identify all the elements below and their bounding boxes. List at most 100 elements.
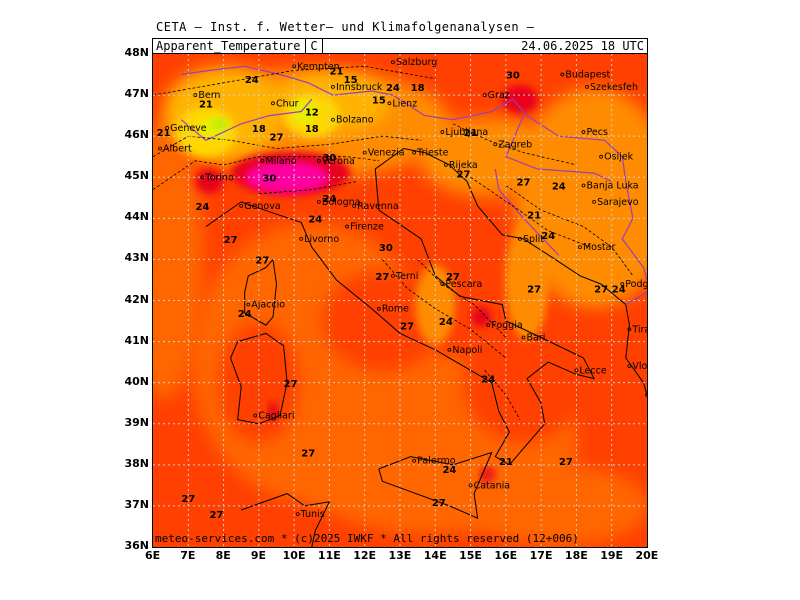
- city-marker: [253, 413, 258, 418]
- city-marker: [387, 101, 392, 106]
- city-marker: [482, 93, 487, 97]
- contour-value-label: 21: [199, 99, 213, 110]
- contour-value-label: 27: [375, 272, 389, 283]
- city-label: Bern: [198, 90, 220, 101]
- lat-label: 40N: [124, 374, 149, 388]
- city-marker: [518, 236, 522, 241]
- city-marker: [578, 245, 582, 249]
- city-marker: [193, 93, 198, 97]
- lon-label: 13E: [388, 549, 412, 562]
- contour-value-label: 24: [481, 375, 495, 386]
- city-label: Ljubljana: [445, 127, 488, 138]
- city-label: Albert: [163, 143, 192, 154]
- city-marker: [645, 393, 647, 397]
- lat-label: 43N: [124, 251, 149, 265]
- city-marker: [440, 282, 445, 286]
- city-marker: [581, 183, 586, 188]
- city-label: Lienz: [392, 98, 417, 109]
- city-label: Salzburg: [396, 57, 437, 68]
- city-label: Catania: [474, 480, 510, 491]
- city-marker: [165, 126, 170, 130]
- city-label: Graz: [488, 90, 510, 101]
- lat-label: 39N: [124, 415, 149, 429]
- coastline: [230, 332, 288, 425]
- city-label: Tunis: [300, 509, 325, 520]
- city-label: Bolzano: [336, 115, 374, 126]
- city-marker: [345, 224, 349, 229]
- city-label: Cagliari: [258, 411, 294, 422]
- coastline: [244, 259, 278, 326]
- country-border: [505, 115, 612, 182]
- variable-label: Apparent_Temperature: [156, 39, 301, 53]
- contour-value-label: 27: [400, 321, 414, 332]
- city-marker: [627, 364, 632, 369]
- lon-label: 7E: [180, 549, 196, 562]
- city-label: Tirana: [631, 324, 647, 335]
- city-marker: [299, 236, 304, 241]
- city-label: Innsbruck: [336, 82, 383, 93]
- city-label: Foggia: [491, 320, 522, 331]
- city-label: Sarajevo: [597, 197, 639, 208]
- city-marker: [560, 72, 565, 77]
- city-label: Rijeka: [449, 160, 478, 171]
- chart-title: CETA — Inst. f. Wetter— und Klimafolgena…: [156, 20, 535, 34]
- city-label: Chur: [276, 98, 299, 109]
- city-marker: [620, 282, 625, 286]
- city-label: Terni: [395, 271, 418, 282]
- city-label: Bari: [527, 332, 546, 343]
- coastline: [241, 493, 331, 547]
- city-marker: [352, 204, 357, 208]
- lon-label: 12E: [353, 549, 377, 562]
- contour-value-label: 24: [552, 182, 566, 193]
- contour-value-label: 27: [301, 449, 315, 460]
- contour-value-label: 27: [284, 379, 298, 390]
- city-marker: [412, 150, 417, 155]
- contour-value-label: 21: [157, 128, 171, 139]
- contour-value-label: 30: [379, 243, 393, 254]
- temperature-area: [471, 306, 492, 327]
- coastline: [378, 451, 493, 520]
- contour-value-label: 24: [195, 202, 209, 213]
- contour-value-label: 27: [432, 498, 446, 509]
- contour-value-label: 27: [224, 235, 238, 246]
- lon-label: 11E: [317, 549, 341, 562]
- lon-label: 15E: [459, 549, 482, 562]
- contour-value-label: 24: [322, 194, 336, 205]
- info-bar: Apparent_Temperature C 24.06.2025 18 UTC: [152, 38, 648, 54]
- city-marker: [447, 347, 452, 352]
- city-marker: [468, 483, 473, 488]
- city-marker: [443, 163, 448, 167]
- map-canvas: 2115151218182121242718303024242727242727…: [153, 54, 647, 547]
- temperature-area: [153, 119, 204, 400]
- contour-value-label: 27: [517, 177, 531, 188]
- contour-value-label: 15: [344, 75, 358, 86]
- city-label: Genova: [244, 201, 280, 212]
- contour-value-label: 27: [270, 132, 284, 143]
- city-marker: [292, 64, 297, 69]
- contour-value-label: 21: [464, 128, 478, 139]
- city-label: Mostar: [583, 242, 616, 253]
- isotherm-line: [382, 259, 507, 359]
- contour-value-label: 24: [439, 317, 453, 328]
- contour-value-label: 27: [181, 494, 195, 505]
- temperature-area: [245, 161, 330, 194]
- city-label: Trieste: [416, 148, 448, 159]
- city-label: Pecs: [586, 127, 607, 138]
- isotherm-line: [505, 185, 634, 277]
- contour-value-label: 24: [612, 284, 626, 295]
- isotherm-line: [417, 259, 507, 338]
- isotherm-line: [470, 176, 591, 248]
- city-marker: [331, 84, 335, 89]
- city-marker: [316, 158, 321, 163]
- city-label: Bologna: [322, 197, 361, 208]
- contour-value-label: 30: [262, 173, 276, 184]
- city-marker: [239, 204, 244, 208]
- country-border: [181, 65, 647, 281]
- city-label: Podgorica: [625, 279, 647, 290]
- contour-value-label: 27: [594, 284, 608, 295]
- lon-label: 14E: [423, 549, 447, 562]
- city-marker: [574, 368, 579, 373]
- city-marker: [412, 458, 417, 463]
- copyright-notice: meteo-services.com * (c)2025 IWKF * All …: [155, 532, 579, 545]
- country-border: [625, 291, 647, 306]
